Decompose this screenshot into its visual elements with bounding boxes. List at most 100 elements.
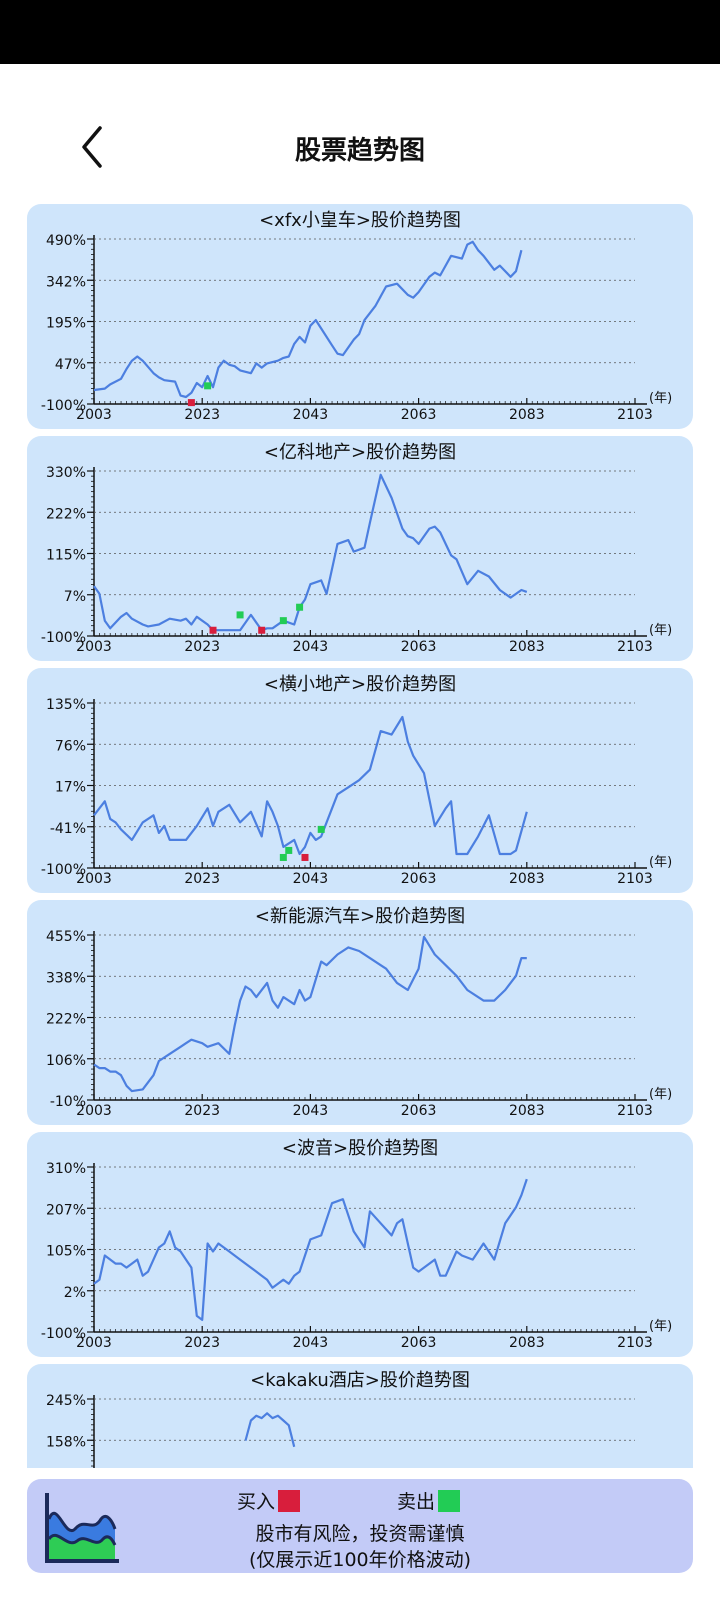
sell-swatch: [438, 1489, 461, 1512]
chart-card: <新能源汽车>股价趋势图 455% 338% 222% 106% -10% 2003 2023…: [27, 900, 693, 1125]
x-tick-label: 2063: [401, 407, 437, 423]
y-tick-label: 330%: [46, 465, 86, 481]
chevron-left-icon: [82, 126, 102, 168]
x-tick-label: 2103: [617, 407, 653, 423]
chart-svg: <亿科地产>股价趋势图 330% 222% 115% 7% -100%2003 2023 20…: [41, 442, 672, 655]
x-tick-label: 2023: [184, 407, 220, 423]
x-unit-label: (年): [649, 391, 672, 406]
sell-marker: [204, 382, 212, 390]
price-line: [93, 240, 523, 399]
x-unit-label: (年): [649, 1087, 672, 1102]
page-title: 股票趋势图: [294, 136, 425, 166]
status-bar: [0, 0, 720, 64]
y-tick-label: 76%: [55, 738, 86, 754]
y-tick-label: 7%: [64, 589, 86, 605]
price-line: [244, 1412, 296, 1448]
sell-marker: [236, 611, 244, 619]
top-app-bar: 股票趋势图: [0, 64, 720, 200]
buy-marker: [301, 853, 309, 861]
y-tick-label: 338%: [46, 970, 86, 986]
area-chart-icon: [45, 1493, 119, 1563]
legend-sell-label: 卖出: [397, 1491, 436, 1513]
price-line: [93, 935, 527, 1093]
x-tick-label: 2003: [76, 639, 112, 655]
chart-title: <亿科地产>股价趋势图: [264, 442, 456, 463]
buy-swatch: [278, 1489, 301, 1512]
x-unit-label: (年): [649, 1319, 672, 1334]
x-tick-label: 2103: [617, 639, 653, 655]
x-tick-label: 2083: [509, 407, 545, 423]
x-tick-label: 2103: [617, 1103, 653, 1119]
x-tick-label: 2023: [184, 639, 220, 655]
price-line: [93, 1178, 528, 1321]
buy-marker: [258, 626, 266, 634]
x-tick-label: 2083: [509, 871, 545, 887]
y-tick-label: 207%: [46, 1202, 86, 1218]
legend-buy-label: 买入: [237, 1491, 276, 1513]
y-tick-label: -100%: [41, 1326, 86, 1342]
x-tick-label: 2083: [509, 1103, 545, 1119]
chart-card: <横小地产>股价趋势图 135% 76% 17% -41% -100% 2003 2023 20…: [27, 668, 693, 893]
chart-title: <xfx小皇车>股价趋势图: [259, 210, 461, 231]
x-tick-label: 2043: [293, 407, 329, 423]
x-tick-label: 2023: [184, 1335, 220, 1351]
x-unit-label: (年): [649, 855, 672, 870]
sell-marker: [317, 825, 325, 833]
chart-svg: <波音>股价趋势图 310% 207% 105% 2% -100%2003 2023 2043…: [41, 1138, 672, 1351]
chart-title: <新能源汽车>股价趋势图: [255, 906, 465, 927]
risk-warning: 股市有风险，投资需谨慎: [255, 1523, 465, 1545]
x-tick-label: 2063: [401, 871, 437, 887]
x-tick-label: 2023: [184, 1103, 220, 1119]
x-tick-label: 2003: [76, 407, 112, 423]
y-tick-label: 158%: [46, 1434, 86, 1450]
y-tick-label: 135%: [46, 697, 86, 713]
x-tick-label: 2003: [76, 871, 112, 887]
back-button[interactable]: [70, 122, 120, 172]
y-tick-label: 455%: [46, 929, 86, 945]
legend-buy: 买入: [237, 1487, 301, 1514]
x-tick-label: 2043: [293, 1335, 329, 1351]
y-tick-label: 106%: [46, 1053, 86, 1069]
x-tick-label: 2103: [617, 1335, 653, 1351]
x-tick-label: 2043: [293, 1103, 329, 1119]
y-tick-label: -41%: [50, 821, 86, 837]
x-unit-label: (年): [649, 623, 672, 638]
y-tick-label: 115%: [46, 548, 86, 564]
y-tick-label: -10%: [50, 1094, 86, 1110]
sell-marker: [296, 603, 304, 611]
x-tick-label: 2063: [401, 1103, 437, 1119]
buy-marker: [209, 626, 217, 634]
y-tick-label: 342%: [46, 274, 86, 290]
y-tick-label: 47%: [55, 357, 86, 373]
x-tick-label: 2083: [509, 639, 545, 655]
y-tick-label: 2%: [64, 1285, 86, 1301]
y-tick-label: -100%: [41, 862, 86, 878]
chart-list[interactable]: <xfx小皇车>股价趋势图 490% 342% 195% 47% -100% 2003 202…: [0, 200, 720, 1468]
y-tick-label: 195%: [46, 316, 86, 332]
x-tick-label: 2063: [401, 639, 437, 655]
y-tick-label: 222%: [46, 1012, 86, 1028]
x-tick-label: 2043: [293, 639, 329, 655]
y-tick-label: 17%: [55, 780, 86, 796]
y-tick-label: 222%: [46, 506, 86, 522]
sell-marker: [279, 617, 287, 625]
x-tick-label: 2003: [76, 1103, 112, 1119]
y-tick-label: 310%: [46, 1161, 86, 1177]
sell-marker: [279, 853, 287, 861]
legend-panel: 买入 卖出 股市有风险，投资需谨慎 (仅展示近100年价格波动): [27, 1479, 693, 1573]
legend-sell: 卖出: [397, 1487, 461, 1514]
y-tick-label: 105%: [46, 1244, 86, 1260]
price-line: [93, 473, 528, 632]
y-tick-label: -100%: [41, 630, 86, 646]
y-tick-label: -100%: [41, 398, 86, 414]
buy-marker: [187, 399, 195, 407]
x-tick-label: 2023: [184, 871, 220, 887]
chart-title: <横小地产>股价趋势图: [264, 674, 456, 695]
x-tick-label: 2043: [293, 871, 329, 887]
sell-marker: [285, 846, 293, 854]
x-tick-label: 2003: [76, 1335, 112, 1351]
x-tick-label: 2083: [509, 1335, 545, 1351]
chart-svg: <横小地产>股价趋势图 135% 76% 17% -41% -100%2003 2023 20…: [41, 674, 672, 887]
chart-card: <kakaku酒店>股价趋势图 245% 158%: [27, 1364, 693, 1468]
x-tick-label: 2063: [401, 1335, 437, 1351]
